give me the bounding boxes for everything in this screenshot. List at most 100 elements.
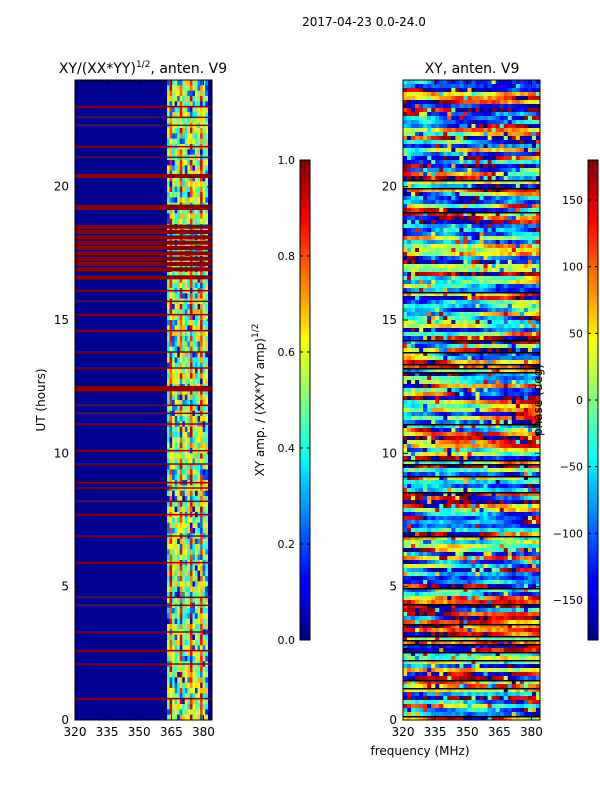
panel1-cell [195,138,198,145]
panel2-cell [483,172,488,177]
panel2-cell [535,408,541,413]
panel1-cell [197,218,201,225]
panel2-cell [407,360,412,365]
panel1-cell [197,682,201,689]
panel2-cell [427,220,432,225]
panel1-cell [184,544,188,550]
panel1-cell [205,272,209,278]
panel2-cell [523,208,529,213]
panel2-cell [443,320,448,325]
panel2-cell [531,380,537,385]
panel2-cell [407,420,412,425]
panel2-cell [423,216,428,221]
panel1-cell [189,592,193,598]
panel2-cell [487,352,492,357]
panel1-cell [184,170,188,177]
panel2-gap-line [403,188,540,190]
panel2-cell [455,376,460,381]
panel1-cell [202,618,206,625]
panel2-cell [455,96,460,101]
panel2-cell [419,316,424,321]
panel1-cell [172,634,175,641]
panel2-cell [535,388,541,393]
panel2-cell [499,396,505,401]
panel2-cell [487,184,492,189]
panel2-cell [515,144,521,149]
panel2-cell [531,196,537,201]
panel2-cell [447,132,452,137]
panel1-cell [187,442,191,449]
panel2-cell [499,276,505,281]
panel2-cell [451,228,456,233]
panel1-cell [197,400,201,406]
panel2-cell [515,288,521,293]
panel2-cell [423,140,428,145]
panel2-cell [511,116,517,121]
panel2-cell [483,424,488,429]
panel2-cell [523,192,529,197]
panel1-cell [167,357,170,363]
panel2-cell [523,412,529,417]
panel1-cell [174,464,178,470]
panel1-cell [177,96,181,102]
panel1-cell [197,496,201,502]
panel2-cell [515,304,521,309]
panel2-cell [419,420,424,425]
panel2-gap-line [403,368,540,370]
panel2-cell [463,80,468,85]
panel2-cell [499,308,505,313]
panel2-cell [471,344,476,349]
panel2-cell [499,420,505,425]
panel2-cell [439,312,444,317]
panel1-heatmap [75,80,212,721]
panel1-cell [205,650,209,657]
panel2-cell [479,236,484,241]
panel2-cell [483,344,488,349]
panel2-cell [463,96,468,101]
panel2-cell [443,100,448,105]
panel2-cell [403,128,408,133]
panel2-cell [527,160,533,165]
panel2-cell [487,136,492,141]
panel2-cell [419,156,424,161]
panel1-cell [200,176,203,182]
panel2-cell [451,236,456,241]
panel2-cell [419,184,424,189]
panel2-cell [471,224,476,229]
panel1-cell [192,378,196,385]
panel2-cell [483,352,488,357]
panel2-cell [451,232,456,237]
panel1-cell [177,405,181,411]
panel2-cell [519,128,525,133]
panel1-cell [192,458,196,465]
panel1-cell [189,698,193,705]
panel2-gap-line [403,372,540,374]
panel2-cell [463,420,468,425]
panel1-cell [200,309,203,315]
panel2-cell [471,260,476,265]
panel1-cell [195,432,198,438]
panel2-cell [439,356,444,361]
panel1-cell [187,160,191,166]
panel2-cell [523,320,529,325]
panel1-cell [169,186,173,193]
panel2-cell [475,328,480,333]
panel1-cell [179,613,183,619]
panel2-cell [471,124,476,129]
panel2-cell [415,288,420,293]
panel2-cell [431,348,436,353]
panel2-cell [479,324,484,329]
panel1-cell [205,85,209,91]
panel2-cell [419,280,424,285]
panel2-cell [443,260,448,265]
panel1-cell [172,586,175,593]
panel2-cell [447,124,452,129]
panel2-cell [511,256,517,261]
panel2-cell [475,388,480,393]
panel1-cell [182,293,186,299]
panel2-cell [483,148,488,153]
panel1-cell [184,597,188,603]
panel2-cell [435,332,440,337]
panel2-cell [407,244,412,249]
panel2-cell [487,256,492,261]
